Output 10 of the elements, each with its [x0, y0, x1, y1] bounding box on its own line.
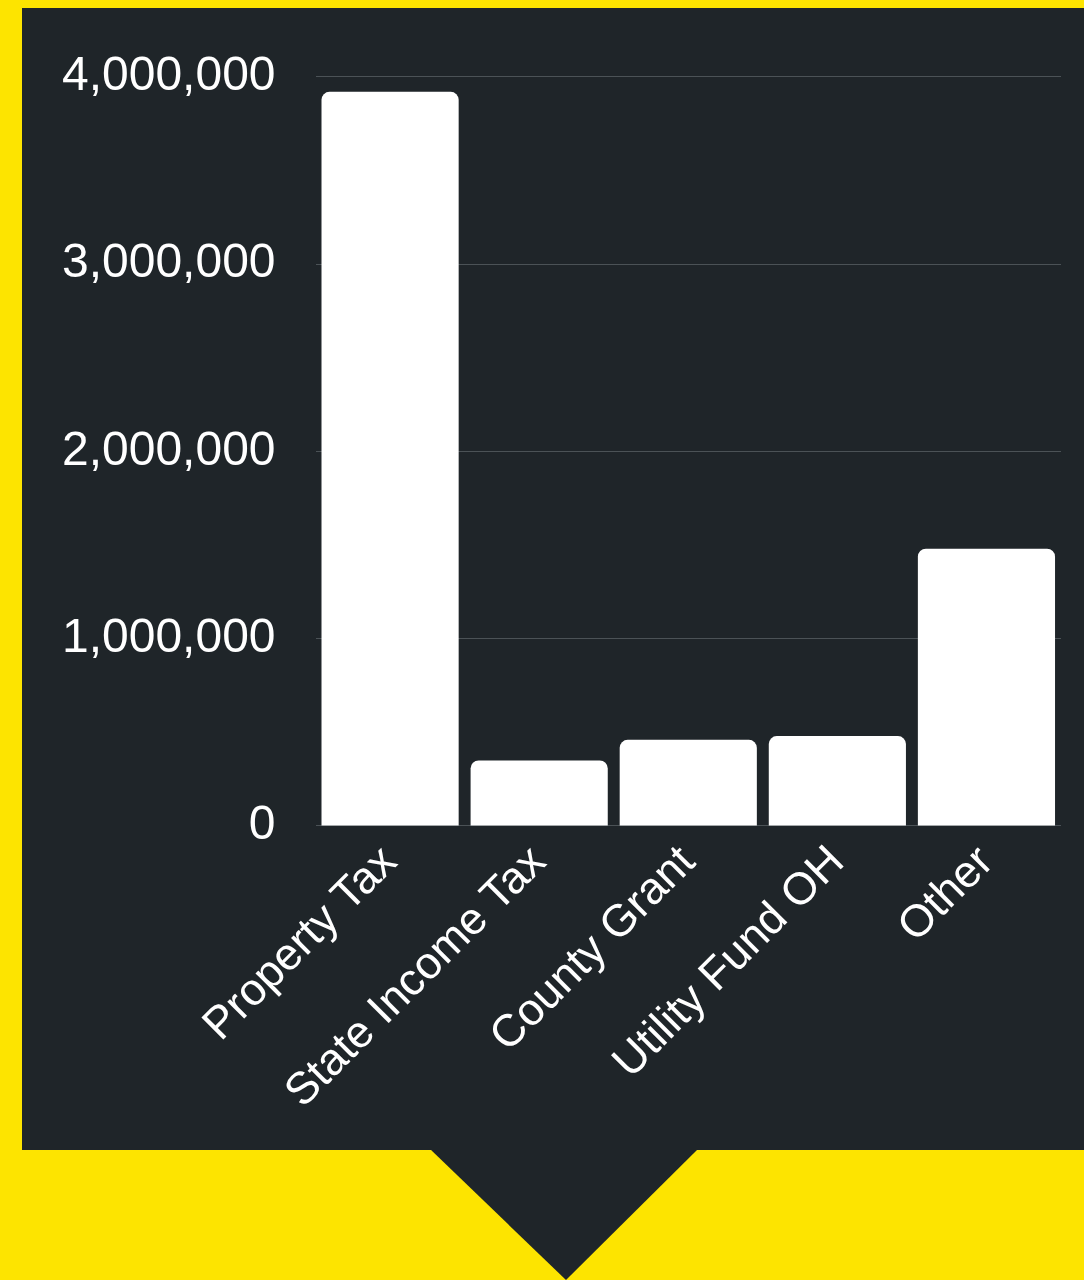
y-tick-label: 0 — [248, 796, 276, 850]
y-tick-label: 2,000,000 — [61, 421, 276, 475]
y-tick-label: 4,000,000 — [61, 47, 276, 101]
bar — [917, 548, 1056, 826]
y-tick-label: 3,000,000 — [61, 234, 276, 288]
bar — [619, 739, 757, 826]
bar — [768, 736, 906, 826]
y-tick-label: 1,000,000 — [61, 608, 276, 662]
bar — [321, 91, 459, 826]
bar — [470, 760, 608, 826]
